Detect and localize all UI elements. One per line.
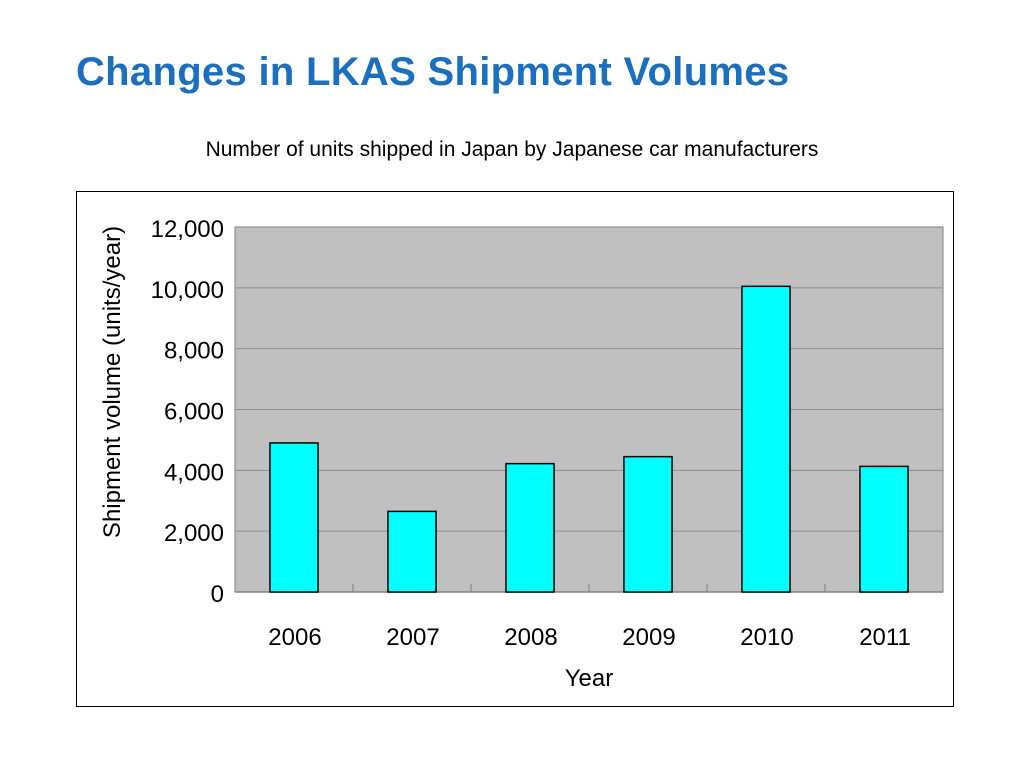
y-tick-label: 4,000 bbox=[164, 459, 224, 486]
x-tick-label: 2007 bbox=[386, 624, 439, 651]
y-tick-label: 2,000 bbox=[164, 520, 224, 547]
y-tick-label: 10,000 bbox=[151, 277, 224, 304]
x-tick-label: 2006 bbox=[268, 624, 321, 651]
bar-2006 bbox=[269, 442, 319, 593]
x-tick-label: 2009 bbox=[622, 624, 675, 651]
chart-subtitle: Number of units shipped in Japan by Japa… bbox=[205, 138, 819, 161]
bar-2009 bbox=[623, 455, 673, 593]
bar-2008 bbox=[505, 462, 555, 593]
chart-frame: 0 2,000 4,000 6,000 8,000 10,000 12,000 2006 20… bbox=[76, 191, 954, 707]
y-tick-label: 6,000 bbox=[164, 399, 224, 426]
y-axis-ticks: 0 2,000 4,000 6,000 8,000 10,000 12,000 bbox=[151, 216, 224, 608]
y-tick-label: 12,000 bbox=[151, 216, 224, 243]
page-title: Changes in LKAS Shipment Volumes bbox=[76, 50, 790, 94]
bar-2007 bbox=[387, 510, 437, 593]
x-axis-ticks: 2006 2007 2008 2009 2010 2011 bbox=[268, 624, 911, 651]
bar-2011 bbox=[859, 465, 909, 593]
y-tick-label: 8,000 bbox=[164, 338, 224, 365]
gridlines bbox=[235, 287, 943, 593]
y-axis-title: Shipment volume (units/year) bbox=[99, 226, 126, 538]
y-tick-label: 0 bbox=[211, 581, 224, 608]
bars bbox=[269, 285, 909, 593]
x-tick-label: 2010 bbox=[740, 624, 793, 651]
x-axis-title: Year bbox=[565, 665, 614, 692]
bar-2010 bbox=[741, 285, 791, 593]
x-tick-label: 2011 bbox=[859, 624, 911, 651]
x-tick-label: 2008 bbox=[504, 624, 557, 651]
